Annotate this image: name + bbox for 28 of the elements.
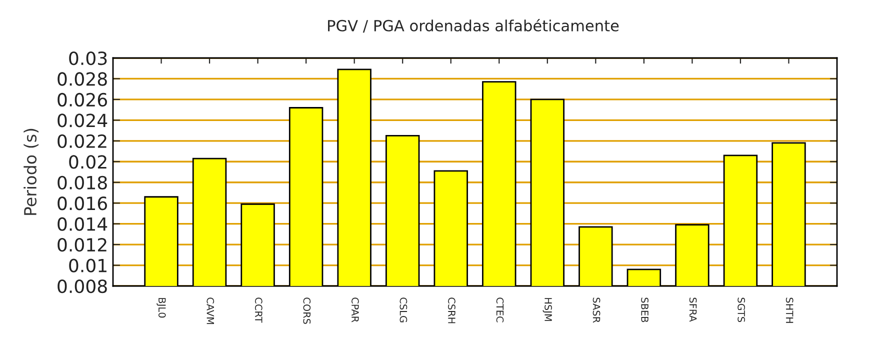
chart-title: PGV / PGA ordenadas alfabéticamente (328, 18, 619, 33)
x-tick-label: CSRH (448, 298, 456, 324)
x-tick-label: SBEB (641, 298, 648, 322)
x-tick-label: BJL0 (156, 298, 166, 318)
x-tick-label: CPAR (352, 298, 359, 322)
y-tick-label: 0.018 (58, 176, 107, 190)
x-tick-label: SASR (592, 298, 600, 323)
y-tick-label: 0.01 (69, 258, 106, 272)
x-tick-label: HSJM (542, 298, 552, 321)
x-tick-label: SFRA (689, 298, 697, 322)
y-tick-label: 0.008 (58, 279, 107, 294)
y-tick-label: 0.022 (58, 134, 106, 148)
y-axis-title: Periodo (s) (24, 128, 39, 215)
x-tick-label: CSLG (400, 298, 408, 322)
y-tick-label: 0.026 (58, 92, 107, 107)
x-tick-label: SHTH (786, 298, 794, 323)
x-tick-label: CAVM (206, 298, 214, 324)
x-tick-label: CTEC (496, 298, 504, 322)
x-tick-label: SGTS (738, 298, 745, 322)
y-tick-label: 0.028 (58, 72, 107, 86)
y-tick-label: 0.016 (58, 196, 107, 210)
y-tick-label: 0.03 (69, 51, 107, 66)
x-tick-label: CCRT (254, 298, 262, 323)
y-tick-label: 0.012 (58, 238, 106, 252)
x-tick-label: CORS (303, 298, 311, 324)
y-tick-label: 0.024 (58, 114, 108, 128)
y-tick-label: 0.014 (58, 217, 108, 231)
y-tick-label: 0.02 (69, 155, 106, 169)
